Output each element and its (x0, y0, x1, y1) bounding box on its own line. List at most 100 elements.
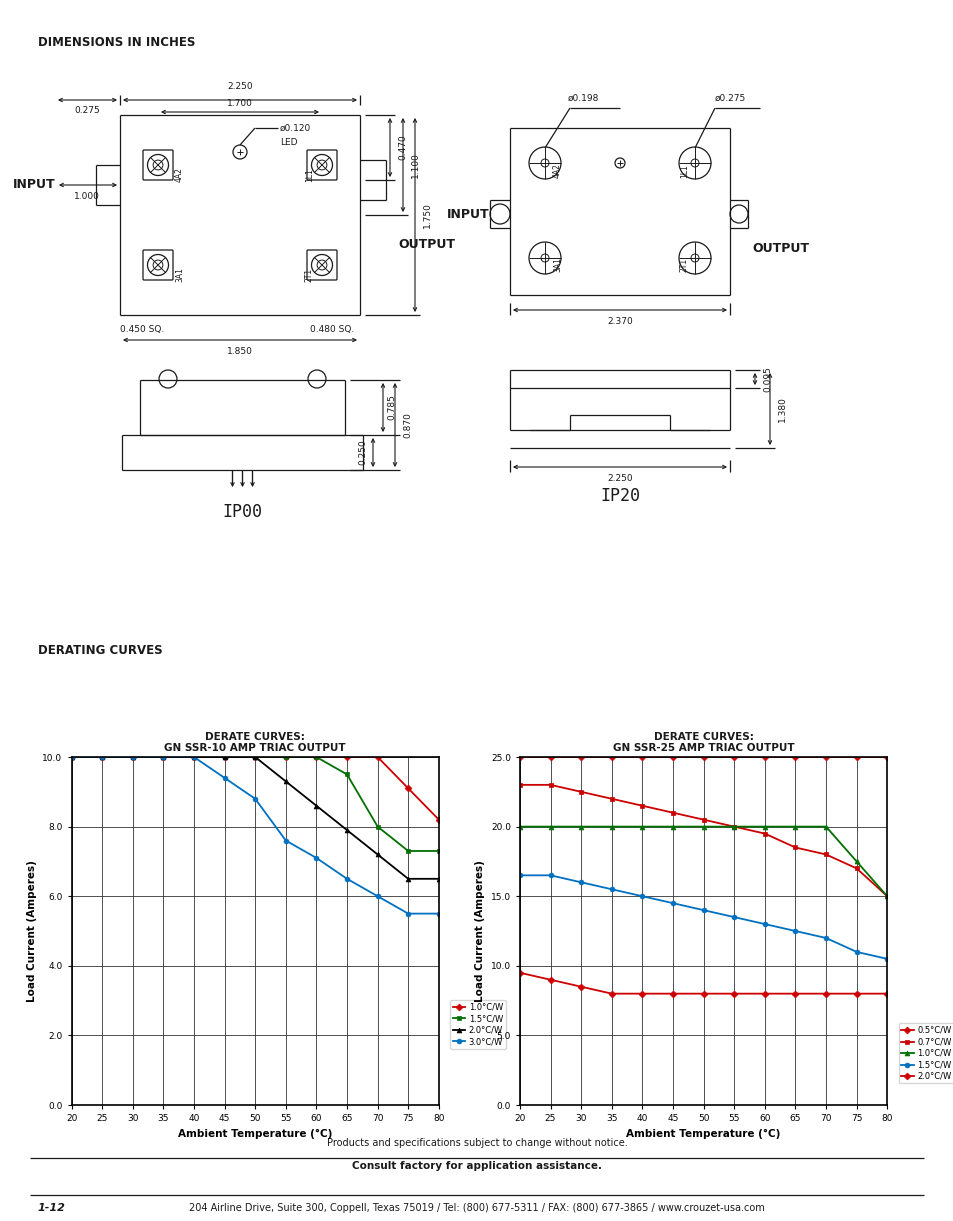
2.0°C/W (433, 872, 444, 886)
Text: IP20: IP20 (599, 487, 639, 505)
X-axis label: Ambient Temperature (°C): Ambient Temperature (°C) (178, 1128, 332, 1139)
3.0°C/W (402, 906, 414, 921)
0.7°C/W (514, 778, 525, 792)
0.7°C/W (759, 827, 770, 841)
Line: 1.5°C/W: 1.5°C/W (69, 755, 441, 853)
2.0°C/W (605, 987, 617, 1001)
2.0°C/W (728, 987, 740, 1001)
2.0°C/W (402, 872, 414, 886)
1.0°C/W (250, 750, 261, 764)
1.0°C/W (666, 819, 678, 834)
1.0°C/W (188, 750, 199, 764)
2.0°C/W (157, 750, 169, 764)
1.0°C/W (575, 819, 586, 834)
Text: LED: LED (280, 138, 297, 147)
Text: ø0.120: ø0.120 (280, 123, 311, 133)
3.0°C/W (218, 770, 230, 785)
Text: 1.380: 1.380 (778, 396, 786, 422)
Y-axis label: Load Current (Amperes): Load Current (Amperes) (475, 860, 485, 1002)
0.7°C/W (881, 889, 892, 904)
1.0°C/W (850, 855, 862, 869)
1.0°C/W (759, 819, 770, 834)
0.7°C/W (666, 806, 678, 821)
Text: 1-12: 1-12 (38, 1203, 66, 1212)
0.5°C/W (666, 750, 678, 764)
1.5°C/W (698, 902, 709, 917)
1.5°C/W (218, 750, 230, 764)
1.0°C/W (127, 750, 138, 764)
1.5°C/W (881, 951, 892, 966)
Text: 1.100: 1.100 (411, 153, 419, 178)
2.0°C/W (218, 750, 230, 764)
Text: DERATING CURVES: DERATING CURVES (38, 643, 162, 657)
2.0°C/W (759, 987, 770, 1001)
3.0°C/W (127, 750, 138, 764)
0.5°C/W (881, 750, 892, 764)
Text: ø0.198: ø0.198 (567, 94, 598, 103)
0.5°C/W (575, 750, 586, 764)
0.5°C/W (850, 750, 862, 764)
2.0°C/W (96, 750, 108, 764)
Line: 2.0°C/W: 2.0°C/W (69, 755, 441, 882)
Text: DIMENSIONS IN INCHES: DIMENSIONS IN INCHES (38, 35, 195, 49)
Text: 2T1: 2T1 (679, 258, 688, 272)
Text: ø0.275: ø0.275 (714, 94, 745, 103)
Line: 2.0°C/W: 2.0°C/W (517, 971, 889, 996)
Text: 3A1: 3A1 (174, 267, 184, 282)
X-axis label: Ambient Temperature (°C): Ambient Temperature (°C) (626, 1128, 780, 1139)
Text: 1.750: 1.750 (422, 201, 432, 228)
1.5°C/W (636, 889, 647, 904)
0.7°C/W (605, 791, 617, 806)
1.0°C/W (341, 750, 353, 764)
1.5°C/W (280, 750, 292, 764)
Text: 4A2: 4A2 (174, 167, 184, 182)
1.5°C/W (514, 868, 525, 883)
0.5°C/W (514, 750, 525, 764)
0.5°C/W (698, 750, 709, 764)
1.0°C/W (789, 819, 801, 834)
Text: 1.700: 1.700 (227, 99, 253, 107)
1.5°C/W (372, 819, 383, 834)
Text: IP00: IP00 (222, 503, 262, 521)
Text: 0.785: 0.785 (387, 394, 395, 420)
Text: 2.370: 2.370 (606, 317, 632, 326)
1.0°C/W (544, 819, 556, 834)
1.0°C/W (372, 750, 383, 764)
Text: 2.250: 2.250 (606, 474, 632, 484)
Text: 0.275: 0.275 (74, 106, 100, 115)
1.0°C/W (820, 819, 831, 834)
2.0°C/W (544, 972, 556, 987)
2.0°C/W (66, 750, 77, 764)
0.5°C/W (605, 750, 617, 764)
3.0°C/W (96, 750, 108, 764)
1.5°C/W (127, 750, 138, 764)
1.5°C/W (341, 767, 353, 781)
Y-axis label: Load Current (Amperes): Load Current (Amperes) (27, 860, 37, 1002)
Text: 204 Airline Drive, Suite 300, Coppell, Texas 75019 / Tel: (800) 677-5311 / FAX: : 204 Airline Drive, Suite 300, Coppell, T… (189, 1203, 764, 1212)
1.0°C/W (433, 812, 444, 827)
Text: 3A1: 3A1 (553, 258, 561, 272)
2.0°C/W (820, 987, 831, 1001)
1.5°C/W (433, 844, 444, 858)
3.0°C/W (66, 750, 77, 764)
0.7°C/W (789, 840, 801, 855)
3.0°C/W (188, 750, 199, 764)
Text: 0.470: 0.470 (397, 134, 407, 160)
1.0°C/W (280, 750, 292, 764)
Line: 0.5°C/W: 0.5°C/W (517, 755, 889, 759)
1.0°C/W (311, 750, 322, 764)
2.0°C/W (698, 987, 709, 1001)
Text: 1L1: 1L1 (305, 168, 314, 182)
Text: 1.850: 1.850 (227, 347, 253, 357)
3.0°C/W (280, 833, 292, 847)
1.0°C/W (514, 819, 525, 834)
Line: 0.7°C/W: 0.7°C/W (517, 783, 889, 899)
1.0°C/W (728, 819, 740, 834)
Legend: 0.5°C/W, 0.7°C/W, 1.0°C/W, 1.5°C/W, 2.0°C/W: 0.5°C/W, 0.7°C/W, 1.0°C/W, 1.5°C/W, 2.0°… (898, 1023, 953, 1083)
2.0°C/W (575, 979, 586, 994)
1.5°C/W (544, 868, 556, 883)
Text: 0.250: 0.250 (357, 440, 367, 465)
Text: 4A2: 4A2 (553, 164, 561, 178)
Text: 2.250: 2.250 (227, 82, 253, 92)
0.7°C/W (544, 778, 556, 792)
